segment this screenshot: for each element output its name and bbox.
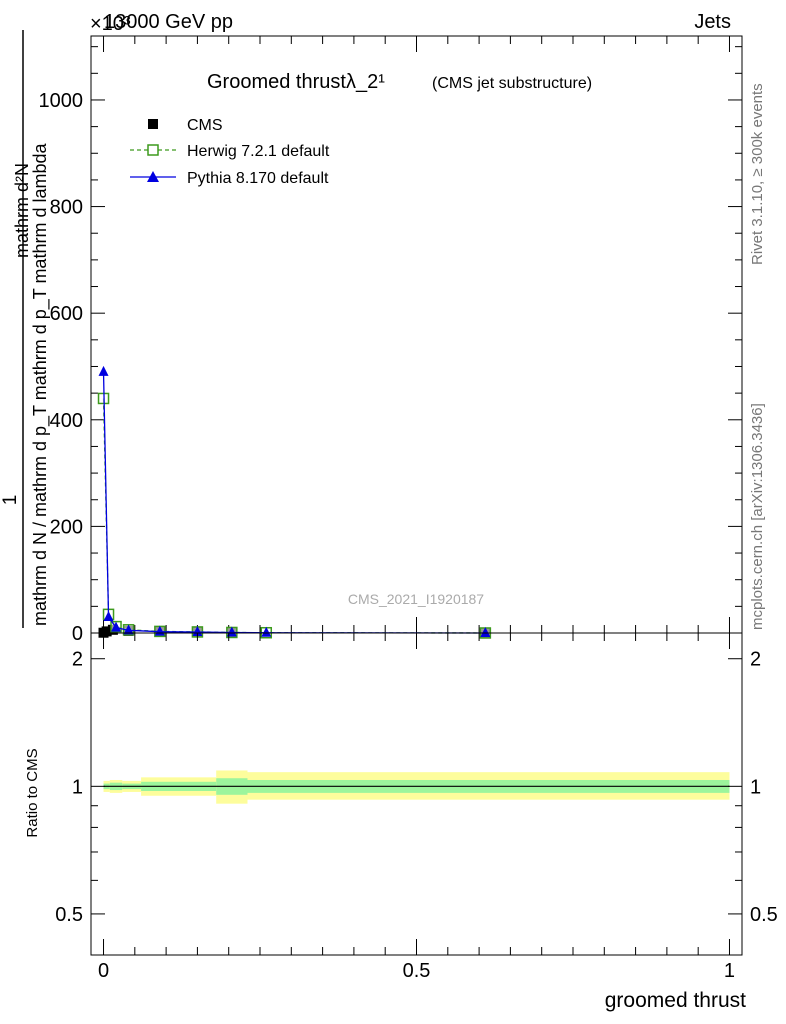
ratio-y-ticks: 0.5 0.5 1 1 2 2 — [55, 649, 778, 926]
ratio-y-tick-label-left: 2 — [72, 649, 83, 671]
main-x-ticks — [103, 36, 730, 633]
legend-herwig-label: Herwig 7.2.1 default — [187, 143, 330, 160]
pythia-point — [123, 624, 134, 635]
exponent-label: ×10³ — [90, 13, 131, 35]
mcplots-label: mcplots.cern.ch [arXiv:1306.3436] — [749, 403, 766, 630]
category-label: Jets — [694, 11, 731, 33]
ratio-y-tick-label-right: 2 — [750, 649, 761, 671]
cms-point — [101, 626, 112, 637]
x-tick-label: 0 — [98, 960, 109, 982]
legend: CMS Herwig 7.2.1 default Pythia 8.170 de… — [130, 117, 330, 187]
ratio-y-axis-title: Ratio to CMS — [24, 748, 41, 837]
pythia-point — [480, 626, 491, 637]
ratio-y-tick-label-left: 0.5 — [55, 904, 83, 926]
pythia-point — [103, 611, 114, 622]
pythia-point — [192, 626, 203, 637]
ratio-y-tick-label-left: 1 — [72, 776, 83, 798]
legend-cms-marker — [148, 119, 158, 129]
chart-title: Groomed thrustλ_2¹ — [207, 71, 385, 93]
legend-pythia-label: Pythia 8.170 default — [187, 170, 329, 187]
y-axis-title-denominator: mathrm d N / mathrm d p_T mathrm d p_T m… — [30, 143, 51, 626]
main-y-tick-label: 1000 — [39, 90, 84, 112]
process-label: 13000 GeV pp — [104, 11, 233, 33]
x-axis-title: groomed thrust — [605, 989, 746, 1012]
y-axis-title-top: mathrm d²N — [12, 163, 32, 258]
pythia-point — [111, 621, 122, 632]
ratio-y-tick-label-right: 1 — [750, 776, 761, 798]
main-y-tick-label: 800 — [50, 197, 83, 219]
main-plot-panel: 0 200 400 600 800 1000 Groomed thrustλ_2¹ (CM… — [39, 35, 743, 645]
ratio-x-ticks: 0 0.5 1 — [98, 633, 735, 982]
ratio-uncertainty-bands — [103, 770, 730, 804]
pythia-point — [261, 626, 272, 637]
y-axis-title-numerator: 1 — [0, 495, 21, 506]
main-y-tick-label: 0 — [72, 623, 83, 645]
legend-herwig-marker — [147, 144, 159, 156]
rivet-label: Rivet 3.1.10, ≥ 300k events — [749, 83, 766, 265]
legend-pythia-marker — [147, 171, 159, 182]
main-y-ticks: 0 200 400 600 800 1000 — [39, 46, 742, 645]
watermark: CMS_2021_I1920187 — [348, 591, 484, 607]
main-y-tick-label: 600 — [50, 303, 83, 325]
x-tick-label: 0.5 — [403, 960, 431, 982]
pythia-point — [226, 626, 237, 637]
ratio-y-tick-label-right: 0.5 — [750, 904, 778, 926]
pythia-point — [98, 365, 109, 376]
y-axis-title: mathrm d²N 1 mathrm d N / mathrm d p_T m… — [0, 30, 51, 628]
ratio-plot-panel: 0.5 0.51 12 2 0 0.5 1 Ratio to CMS — [24, 632, 778, 982]
x-tick-label: 1 — [724, 960, 735, 982]
main-y-tick-label: 400 — [50, 410, 83, 432]
chart-subtitle: (CMS jet substructure) — [432, 75, 592, 92]
main-y-tick-label: 200 — [50, 516, 83, 538]
legend-cms-label: CMS — [187, 117, 223, 134]
